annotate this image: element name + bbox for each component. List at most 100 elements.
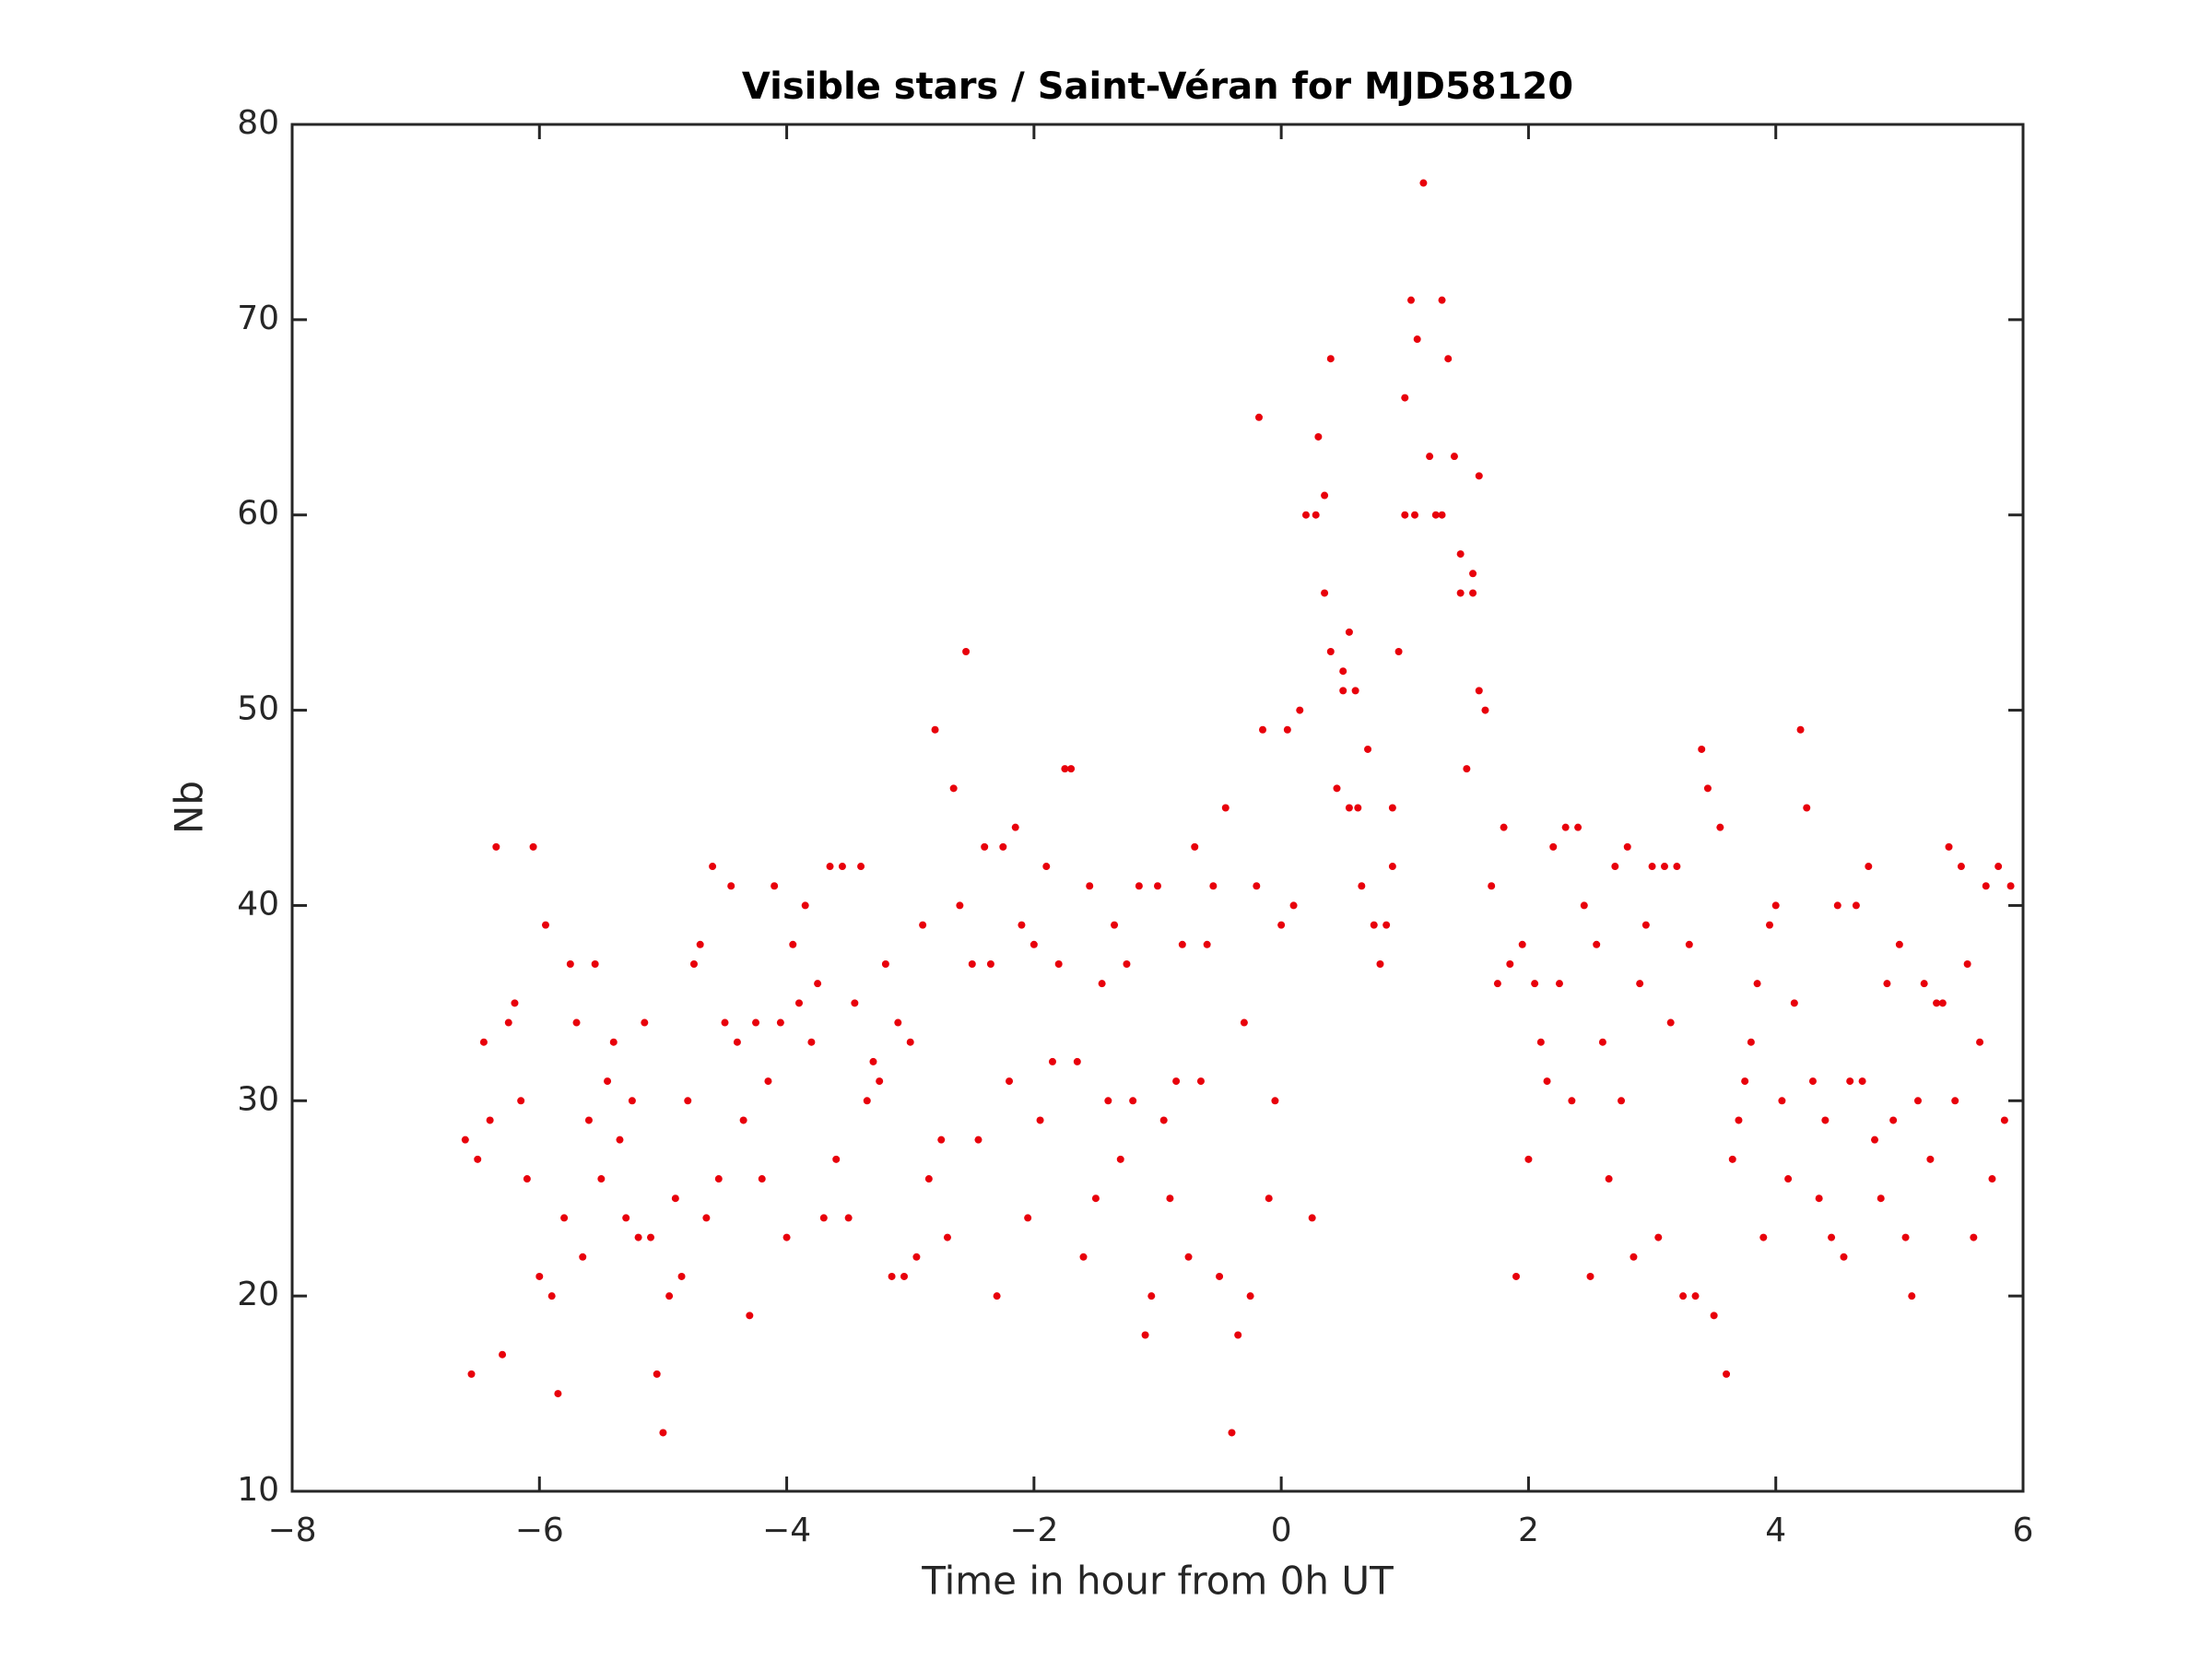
point <box>1561 823 1570 831</box>
point <box>1253 882 1261 890</box>
point <box>1883 980 1891 988</box>
point <box>1283 725 1291 734</box>
point <box>876 1077 884 1086</box>
point <box>461 1135 469 1144</box>
point <box>826 863 834 871</box>
point <box>1821 1116 1830 1124</box>
point <box>1413 335 1421 344</box>
point <box>1488 882 1496 890</box>
point <box>782 1233 791 1241</box>
point <box>776 1018 784 1027</box>
point <box>1438 296 1446 304</box>
point <box>727 882 735 890</box>
point <box>819 1214 828 1222</box>
point <box>1858 1077 1866 1086</box>
point <box>1716 823 1724 831</box>
point <box>752 1018 760 1027</box>
point <box>863 1097 871 1105</box>
point <box>1808 1077 1817 1086</box>
point <box>801 901 809 910</box>
point <box>1419 179 1428 187</box>
point <box>1574 823 1583 831</box>
point <box>851 999 859 1007</box>
point <box>1475 687 1483 695</box>
point <box>999 842 1007 851</box>
point <box>993 1292 1001 1300</box>
point <box>1524 1155 1533 1163</box>
point <box>1938 999 1947 1007</box>
point <box>981 842 989 851</box>
point <box>1512 1272 1521 1280</box>
point <box>1116 1155 1124 1163</box>
point <box>1549 842 1558 851</box>
point <box>900 1272 909 1280</box>
point <box>671 1194 679 1203</box>
point <box>1703 784 1712 793</box>
x-tick-label: −8 <box>267 1512 316 1549</box>
point <box>1500 823 1508 831</box>
point <box>807 1038 816 1046</box>
point <box>1345 804 1353 812</box>
point <box>1531 980 1539 988</box>
point <box>1401 394 1409 402</box>
point <box>1444 355 1453 363</box>
point <box>1623 842 1631 851</box>
point <box>1159 1116 1168 1124</box>
point <box>597 1175 606 1183</box>
point <box>1438 511 1446 519</box>
point <box>1036 1116 1044 1124</box>
point <box>1580 901 1588 910</box>
point <box>504 1018 512 1027</box>
point <box>1196 1077 1205 1086</box>
point <box>572 1018 581 1027</box>
point <box>1277 921 1286 929</box>
point <box>1933 999 1941 1007</box>
point <box>1728 1155 1736 1163</box>
point <box>1771 901 1780 910</box>
y-tick-label: 20 <box>237 1276 279 1313</box>
point <box>1104 1097 1112 1105</box>
point <box>554 1390 562 1398</box>
point <box>1469 589 1477 597</box>
point <box>1889 1116 1898 1124</box>
point <box>609 1038 618 1046</box>
point <box>541 921 549 929</box>
y-tick-label: 30 <box>237 1080 279 1118</box>
point <box>1654 1233 1663 1241</box>
point <box>1141 1331 1149 1339</box>
y-tick-label: 80 <box>237 104 279 142</box>
point <box>924 1175 933 1183</box>
point <box>1184 1253 1193 1261</box>
point <box>529 842 537 851</box>
point <box>1846 1077 1854 1086</box>
point <box>591 959 599 968</box>
point <box>1154 882 1161 890</box>
point <box>2000 1116 2008 1124</box>
point <box>1042 863 1051 871</box>
point <box>1166 1194 1174 1203</box>
point <box>517 1097 525 1105</box>
chart-title: Visible stars / Saint-Véran for MJD58120 <box>742 65 1573 108</box>
point <box>1254 413 1263 421</box>
point <box>1431 511 1440 519</box>
point <box>974 1135 982 1144</box>
point <box>634 1233 642 1241</box>
point <box>1388 863 1396 871</box>
point <box>1456 550 1465 559</box>
point <box>1543 1077 1551 1086</box>
point <box>1685 940 1693 948</box>
point <box>1586 1272 1594 1280</box>
point <box>479 1038 488 1046</box>
point <box>1723 1370 1731 1378</box>
point <box>1091 1194 1100 1203</box>
point <box>523 1175 531 1183</box>
point <box>1111 921 1119 929</box>
point <box>1766 921 1774 929</box>
point <box>492 842 500 851</box>
point <box>1345 628 1353 636</box>
point <box>1240 1018 1248 1027</box>
point <box>1296 706 1304 714</box>
point <box>962 648 971 656</box>
x-tick-label: 6 <box>2013 1512 2034 1549</box>
